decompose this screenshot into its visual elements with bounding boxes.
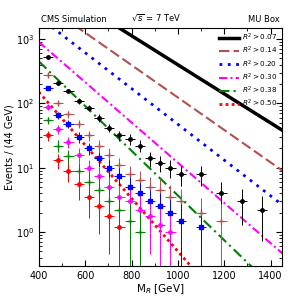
Text: $\sqrt{s}$ = 7 TeV: $\sqrt{s}$ = 7 TeV: [131, 13, 181, 24]
Text: MU Box: MU Box: [248, 15, 280, 24]
Legend: $R^{2} > 0.07$, $R^{2} > 0.14$, $R^{2} > 0.20$, $R^{2} > 0.30$, $R^{2} > 0.38$, : $R^{2} > 0.07$, $R^{2} > 0.14$, $R^{2} >…: [217, 30, 280, 111]
Text: CMS Simulation: CMS Simulation: [41, 15, 107, 24]
Y-axis label: Events / (44 GeV): Events / (44 GeV): [4, 104, 14, 190]
X-axis label: M$_{R}$ [GeV]: M$_{R}$ [GeV]: [136, 282, 185, 296]
